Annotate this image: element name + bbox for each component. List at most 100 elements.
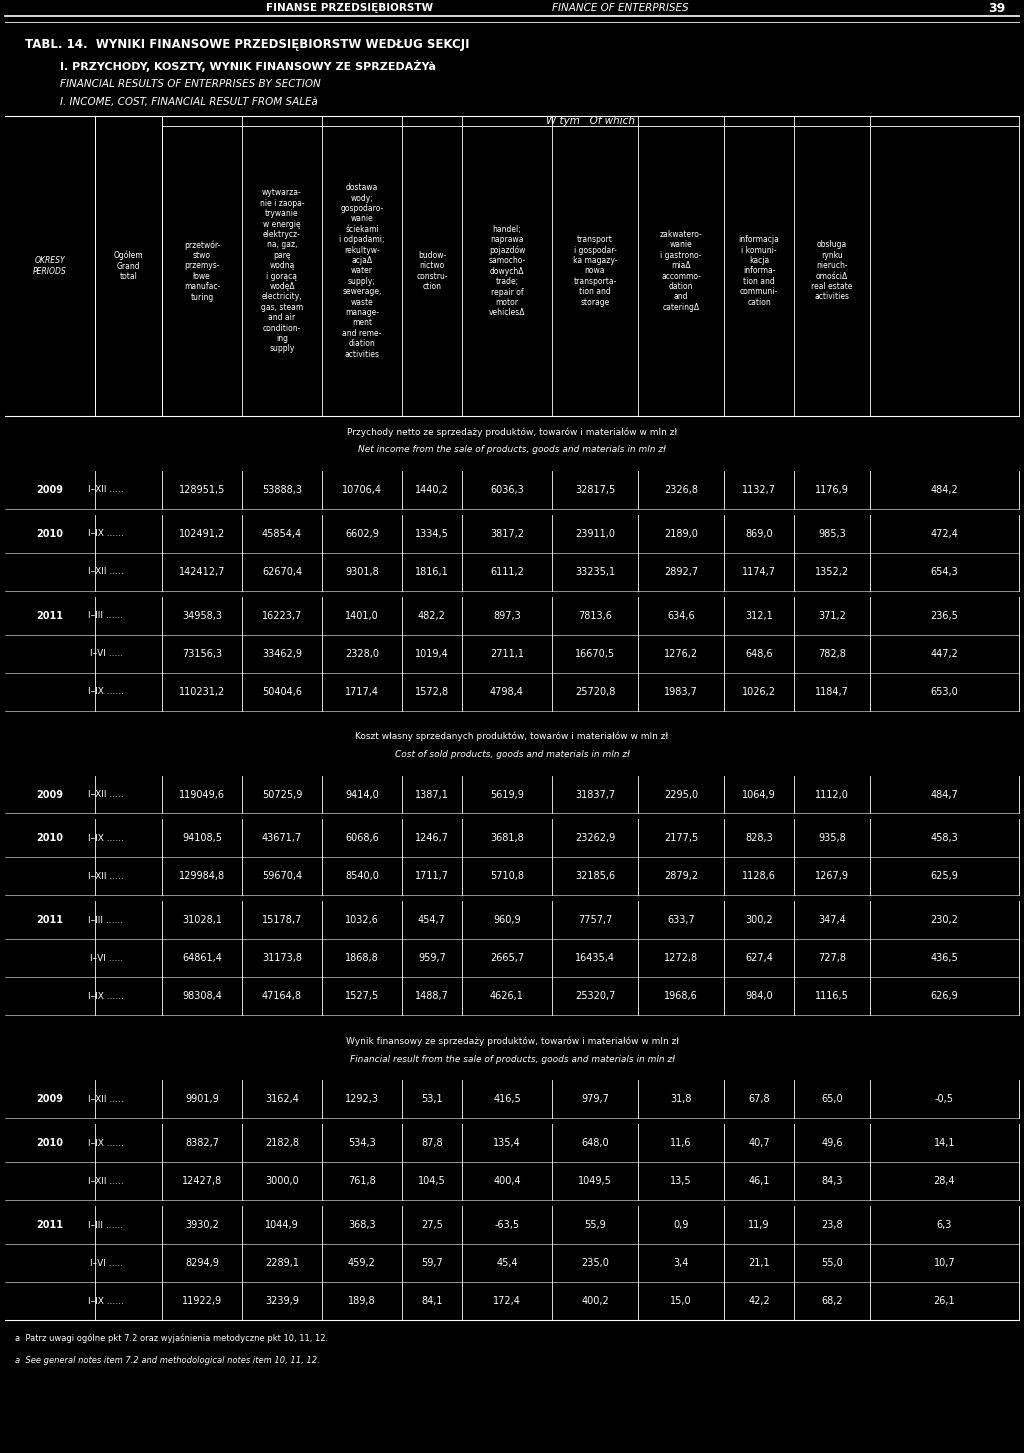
Text: I–XII .....: I–XII ..... [88, 1177, 124, 1186]
Text: 1174,7: 1174,7 [742, 567, 776, 577]
Text: 371,2: 371,2 [818, 610, 846, 620]
Text: 1132,7: 1132,7 [742, 485, 776, 494]
Text: 436,5: 436,5 [931, 953, 958, 963]
Text: Wynik finansowy ze sprzedaży produktów, towarów i materiałów w mln zł: Wynik finansowy ze sprzedaży produktów, … [345, 1036, 679, 1046]
Text: budow-
nictwo
constru-
ction: budow- nictwo constru- ction [416, 251, 447, 291]
Text: 960,9: 960,9 [494, 915, 521, 926]
Text: 347,4: 347,4 [818, 915, 846, 926]
Text: 16670,5: 16670,5 [574, 648, 615, 658]
Text: 42,2: 42,2 [749, 1296, 770, 1306]
Text: 416,5: 416,5 [494, 1094, 521, 1104]
Text: 2892,7: 2892,7 [664, 567, 698, 577]
Text: 648,0: 648,0 [582, 1138, 609, 1148]
Text: 11,6: 11,6 [671, 1138, 692, 1148]
Text: 2289,1: 2289,1 [265, 1258, 299, 1268]
Text: a  See general notes item 7.2 and methodological notes item 10, 11, 12.: a See general notes item 7.2 and methodo… [15, 1356, 319, 1364]
Text: 300,2: 300,2 [745, 915, 773, 926]
Text: 2011: 2011 [37, 1221, 63, 1231]
Text: 14,1: 14,1 [934, 1138, 955, 1148]
Text: 62670,4: 62670,4 [262, 567, 302, 577]
Text: 87,8: 87,8 [421, 1138, 442, 1148]
Text: 32817,5: 32817,5 [574, 485, 615, 494]
Text: 13,5: 13,5 [670, 1177, 692, 1186]
Text: 3000,0: 3000,0 [265, 1177, 299, 1186]
Text: I. PRZYCHODY, KOSZTY, WYNIK FINANSOWY ZE SPRZEDAŻYà: I. PRZYCHODY, KOSZTY, WYNIK FINANSOWY ZE… [60, 60, 436, 73]
Text: 1276,2: 1276,2 [664, 648, 698, 658]
Text: -0,5: -0,5 [935, 1094, 954, 1104]
Text: 627,4: 627,4 [745, 953, 773, 963]
Text: 625,9: 625,9 [931, 872, 958, 882]
Text: 98308,4: 98308,4 [182, 991, 222, 1001]
Text: Koszt własny sprzedanych produktów, towarów i materiałów w mln zł: Koszt własny sprzedanych produktów, towa… [355, 732, 669, 741]
Text: I–IX ......: I–IX ...... [87, 687, 124, 696]
Text: 31028,1: 31028,1 [182, 915, 222, 926]
Text: 84,3: 84,3 [821, 1177, 843, 1186]
Text: a  Patrz uwagi ogólne pkt 7.2 oraz wyjaśnienia metodyczne pkt 10, 11, 12.: a Patrz uwagi ogólne pkt 7.2 oraz wyjaśn… [15, 1334, 328, 1343]
Text: dostawa
wody;
gospodaro-
wanie
ściekami
i odpadami;
rekultyw-
acjaΔ
water
supply: dostawa wody; gospodaro- wanie ściekami … [339, 183, 385, 359]
Text: 189,8: 189,8 [348, 1296, 376, 1306]
Text: 3681,8: 3681,8 [490, 834, 524, 844]
Text: 33235,1: 33235,1 [574, 567, 615, 577]
Text: 1116,5: 1116,5 [815, 991, 849, 1001]
Text: 828,3: 828,3 [745, 834, 773, 844]
Text: Przychody netto ze sprzedaży produktów, towarów i materiałów w mln zł: Przychody netto ze sprzedaży produktów, … [347, 427, 677, 436]
Text: I–XII .....: I–XII ..... [88, 872, 124, 881]
Text: 40,7: 40,7 [749, 1138, 770, 1148]
Text: 727,8: 727,8 [818, 953, 846, 963]
Text: 782,8: 782,8 [818, 648, 846, 658]
Text: 33462,9: 33462,9 [262, 648, 302, 658]
Text: 2009: 2009 [37, 1094, 63, 1104]
Text: 935,8: 935,8 [818, 834, 846, 844]
Text: 1440,2: 1440,2 [415, 485, 449, 494]
Text: 65,0: 65,0 [821, 1094, 843, 1104]
Text: zakwatero-
wanie
i gastrono-
miaΔ
accommo-
dation
and
cateringΔ: zakwatero- wanie i gastrono- miaΔ accomm… [659, 230, 702, 312]
Text: 1292,3: 1292,3 [345, 1094, 379, 1104]
Text: 31,8: 31,8 [671, 1094, 692, 1104]
Text: 1176,9: 1176,9 [815, 485, 849, 494]
Text: 1387,1: 1387,1 [415, 789, 449, 799]
Text: 59,7: 59,7 [421, 1258, 442, 1268]
Text: 1019,4: 1019,4 [415, 648, 449, 658]
Text: 0,9: 0,9 [674, 1221, 689, 1231]
Text: I–VI .....: I–VI ..... [90, 1258, 124, 1267]
Text: I. INCOME, COST, FINANCIAL RESULT FROM SALEà: I. INCOME, COST, FINANCIAL RESULT FROM S… [60, 97, 317, 108]
Text: 1527,5: 1527,5 [345, 991, 379, 1001]
Text: 3,4: 3,4 [674, 1258, 689, 1268]
Text: 1711,7: 1711,7 [415, 872, 449, 882]
Text: 2011: 2011 [37, 915, 63, 926]
Text: I–XII .....: I–XII ..... [88, 1094, 124, 1104]
Text: 142412,7: 142412,7 [179, 567, 225, 577]
Text: 67,8: 67,8 [749, 1094, 770, 1104]
Text: 534,3: 534,3 [348, 1138, 376, 1148]
Text: 653,0: 653,0 [931, 687, 958, 696]
Text: -63,5: -63,5 [495, 1221, 519, 1231]
Text: 1352,2: 1352,2 [815, 567, 849, 577]
Text: 55,9: 55,9 [584, 1221, 606, 1231]
Text: 50404,6: 50404,6 [262, 687, 302, 696]
Text: 53888,3: 53888,3 [262, 485, 302, 494]
Text: 2879,2: 2879,2 [664, 872, 698, 882]
Text: 1488,7: 1488,7 [415, 991, 449, 1001]
Text: 979,7: 979,7 [581, 1094, 609, 1104]
Text: 119049,6: 119049,6 [179, 789, 225, 799]
Text: Net income from the sale of products, goods and materials in mln zł: Net income from the sale of products, go… [358, 445, 666, 455]
Text: 2177,5: 2177,5 [664, 834, 698, 844]
Text: 129984,8: 129984,8 [179, 872, 225, 882]
Text: 23911,0: 23911,0 [575, 529, 615, 539]
Text: 3162,4: 3162,4 [265, 1094, 299, 1104]
Text: 1401,0: 1401,0 [345, 610, 379, 620]
Text: 55,0: 55,0 [821, 1258, 843, 1268]
Text: 5710,8: 5710,8 [490, 872, 524, 882]
Text: 2009: 2009 [37, 789, 63, 799]
Text: przetwór-
stwo
przemys-
łowe
manufac-
turing: przetwór- stwo przemys- łowe manufac- tu… [184, 240, 220, 302]
Text: 1112,0: 1112,0 [815, 789, 849, 799]
Text: 1272,8: 1272,8 [664, 953, 698, 963]
Text: 312,1: 312,1 [745, 610, 773, 620]
Text: I–VI .....: I–VI ..... [90, 649, 124, 658]
Text: 64861,4: 64861,4 [182, 953, 222, 963]
Text: I–III ......: I–III ...... [88, 612, 124, 620]
Text: 236,5: 236,5 [931, 610, 958, 620]
Text: I–III ......: I–III ...... [88, 915, 124, 926]
Text: I–IX ......: I–IX ...... [87, 834, 124, 843]
Text: 15178,7: 15178,7 [262, 915, 302, 926]
